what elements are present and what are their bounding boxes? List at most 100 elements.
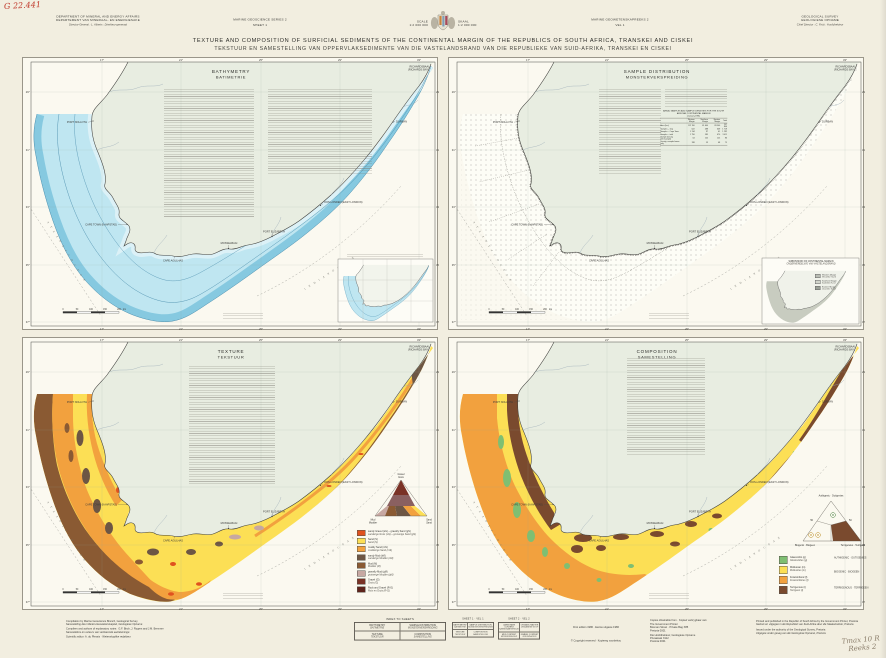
projection-note	[649, 313, 689, 319]
sample-distribution-map	[451, 58, 865, 331]
legend-item: sandy Gravel (sG) – gravelly Sand (gS) sa…	[357, 530, 441, 536]
legend-swatch	[357, 570, 366, 577]
scale-right: SKAAL 1:2 000 000	[458, 20, 477, 28]
texture-ternary-diagram: Gravel Gruis Mud Modder Sand Sand	[369, 473, 433, 525]
svg-text:Gravel: Gravel	[397, 473, 405, 476]
group-label-authigenic: AUTHIGENIC · OUTIGENIES	[834, 557, 867, 560]
index-box: BATHYMETRY BATIMETRIE	[452, 622, 468, 630]
panel-title-samples: SAMPLE DISTRIBUTION MONSTERVERSPREIDING	[623, 69, 691, 80]
legend-swatch	[357, 562, 366, 569]
legend-swatch	[357, 546, 366, 553]
svg-text:Gruis: Gruis	[398, 476, 405, 479]
sheet-number-en: SHEET 1	[252, 23, 268, 28]
group-label-terrigenous: TERRIGENOUS · TERRIGEEN	[834, 587, 869, 590]
legend-item: Foraminiferal (f) Foraminiferies (f)	[779, 576, 886, 584]
svg-text:Terrigenous · Terrigeen: Terrigenous · Terrigeen	[841, 544, 865, 547]
address-block: The Government Printer Bosman Street · Pr…	[650, 623, 689, 633]
inset-legend: Western Margin Westelike Rand Southern Ma…	[815, 274, 857, 292]
explanatory-text	[627, 358, 705, 456]
table-row: Density, sampled areas only 198 53 68 75	[660, 140, 727, 145]
inset-map-bathymetry	[337, 258, 434, 323]
sample-table: AREAL SAMPLES AND SAMPLE DENSITIES FOR T…	[660, 110, 728, 146]
series-block-af: MARINE GEOWETENSKAPREEKS 2 VEL 1	[560, 18, 680, 27]
index-box: GRAVEL CONTENT GRUISINHOUD	[519, 631, 540, 640]
edition-copyright: First edition 1986 · Eerste uitgawe 1986…	[570, 626, 622, 643]
legend-swatch	[357, 586, 366, 593]
svg-text:Biogenic · Biogeen: Biogenic · Biogeen	[795, 544, 816, 547]
legend-item: Mud (M) Modder (M)	[357, 562, 441, 569]
index-box: SAMPLE DISTRIBUTION MONSTERVERSPREIDING	[400, 622, 446, 632]
panel-title-texture: TEXTURE TEKSTUUR	[217, 349, 245, 360]
panel-texture: Gravel Gruis Mud Modder Sand Sand TEXTUR…	[22, 337, 441, 611]
panel-sample-distribution: SAMPLE DISTRIBUTION MONSTERVERSPREIDING …	[448, 57, 865, 331]
index-to-sheets: INDEX TO SHEETS BATHYMETRY BATIMETRIE SAM…	[354, 618, 446, 641]
index-box: TEXTURE TEKSTUUR	[354, 631, 400, 640]
sheet-index-groups: SHEET 1 · VEL 1 BATHYMETRY BATIMETRIE SAM…	[452, 618, 542, 640]
inset-map-subdivision	[761, 257, 860, 325]
svg-text:50: 50	[849, 519, 852, 522]
table-row: Samples – ship 622 488 609 1 719	[660, 128, 727, 131]
department-block: DEPARTMENT OF MINERAL AND ENERGY AFFAIRS…	[28, 15, 168, 26]
table-title: AREAL SAMPLES AND SAMPLE DENSITIES FOR T…	[663, 110, 725, 115]
imprint-block: Printed and published in the Republic of…	[756, 620, 859, 635]
projection-note	[223, 593, 263, 599]
sheet-title-en: TEXTURE AND COMPOSITION OF SURFICIAL SED…	[192, 38, 694, 44]
table-header-row: Western Margin Southern Margin Eastern M…	[660, 117, 728, 124]
sheet-title-af: TEKSTUUR EN SAMESTELLING VAN OPPERVLAKSE…	[214, 46, 672, 53]
legend-item: Terrigenous (t) Terrigeen (t)	[779, 586, 886, 594]
index-box: ORGANIC MATTER ORGANIESE STOF	[519, 622, 540, 632]
sheet-title: TEXTURE AND COMPOSITION OF SURFICIAL SED…	[0, 38, 886, 52]
projection-note	[649, 593, 689, 599]
legend-swatch	[357, 578, 366, 585]
department-name-af: DEPARTEMENT VAN MINERAAL- EN ENERGIESAKE	[56, 18, 140, 23]
series-block-en: MARINE GEOSCIENCE SERIES 2 SHEET 1	[200, 18, 320, 27]
texture-mud-patches	[64, 423, 143, 565]
svg-text:Sand: Sand	[426, 519, 432, 522]
legend-item: gravelly Mud (gM) gruiserige Modder (gM)	[357, 570, 441, 577]
svg-text:50: 50	[810, 519, 813, 522]
texture-muddy-sand-zone	[52, 394, 163, 594]
table-row: Samples – Cape Town 1 134 97 61 1 292	[660, 130, 727, 133]
texture-map: Gravel Gruis Mud Modder Sand Sand	[25, 338, 439, 611]
legend-swatch	[779, 576, 788, 584]
explanatory-text	[599, 89, 661, 175]
table-row: Sample density (km²/sample) 64 105 125 86	[660, 136, 727, 141]
editor-name: A. du Plessis	[85, 635, 101, 639]
sheet-number-af: VEL 1	[615, 23, 625, 28]
svg-text:Authigenic · Outigenies: Authigenic · Outigenies	[819, 495, 845, 498]
scale-left: SCALE 1:2 000 000	[409, 20, 428, 28]
inset-title: SUBDIVISION OF CONTINENTAL MARGIN ONDERV…	[786, 260, 836, 266]
footer: Compilation by Marine Geoscience Branch,…	[0, 616, 886, 658]
texture-legend: sandy Gravel (sG) – gravelly Sand (gS) sa…	[357, 530, 441, 595]
pencil-note: Tmax 10 R Reeks 2	[841, 634, 880, 654]
explanatory-text	[164, 89, 254, 217]
legend-swatch	[357, 554, 366, 561]
table-subtitle: (January 1981)	[687, 115, 701, 118]
panel-title-composition: COMPOSITION SAMESTELLING	[636, 349, 678, 360]
explanatory-text	[189, 366, 275, 484]
index-box: CARBONATE CONTENT KARBONAATINHOUD	[498, 622, 520, 632]
explanatory-text	[665, 89, 727, 107]
index-box: SAMPLE DISTRIBUTION MONSTERVERSPREIDING	[467, 622, 494, 630]
index-box: TEXTURE TEKSTUUR	[452, 629, 468, 637]
legend-item: sandy Mud (sM) sanderige Modder (sM)	[357, 554, 441, 561]
index-box: COMPOSITION SAMESTELLING	[467, 629, 494, 637]
panel-composition: 50 50 Authigenic · Outigenies Biogenic ·…	[448, 337, 868, 611]
legend-swatch	[779, 586, 788, 594]
index-box: COMPOSITION SAMESTELLING	[400, 631, 446, 640]
legend-item: Gravel (G) Gruis (G)	[357, 578, 441, 585]
catalog-annotation: G 22.441	[3, 0, 42, 11]
inset-caption	[347, 254, 423, 258]
legend-swatch	[357, 538, 366, 545]
composition-ternary-diagram: 50 50 Authigenic · Outigenies Biogenic ·…	[795, 495, 865, 548]
index-box: MUD CONTENT MODDERINHOUD	[498, 631, 520, 640]
explanatory-text	[268, 89, 372, 175]
chief-director: Chief Director : C. Frick : Hoofdirekteu…	[796, 23, 844, 27]
address-block: Die Hoofdirekteur, Geologiese Opname Priv…	[650, 633, 696, 644]
land	[91, 62, 435, 257]
panel-title-bathymetry: BATHYMETRY BATIMETRIE	[211, 69, 251, 80]
svg-text:Sand: Sand	[426, 522, 432, 525]
texture-mud-zone	[33, 394, 175, 602]
legend-swatch	[779, 556, 788, 564]
